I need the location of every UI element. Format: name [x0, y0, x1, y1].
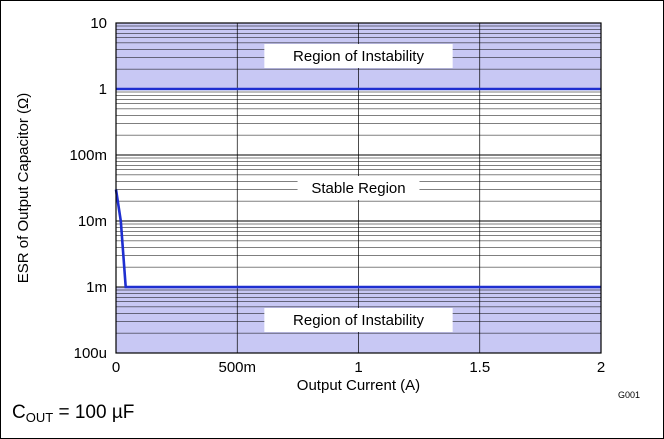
lower-esr-limit-line	[114, 189, 601, 289]
note-subscript: OUT	[25, 410, 54, 425]
x-axis-label: Output Current (A)	[297, 377, 420, 394]
y-tick-label: 10	[90, 15, 107, 32]
region-label-group: Stable Region	[297, 176, 420, 200]
region-label-box	[264, 308, 453, 332]
region-label-group: Region of Instability	[264, 308, 453, 332]
y-tick-label: 100m	[69, 147, 107, 164]
x-tick-label: 2	[597, 359, 605, 376]
y-tick-label: 100u	[74, 345, 107, 362]
region-label-box	[297, 176, 420, 200]
region-label-group: Region of Instability	[264, 44, 453, 68]
stable-region-label: Stable Region	[311, 180, 405, 197]
y-tick-label: 10m	[78, 213, 107, 230]
note-prefix: C	[12, 402, 26, 423]
x-tick-label: 500m	[218, 359, 256, 376]
region-label-box	[264, 44, 453, 68]
esr-stability-chart: 0 500m 1 1.5 2 10 1 100m 10m 1m 100u Region of Ins…	[15, 15, 640, 400]
x-tick-label: 1	[354, 359, 362, 376]
y-tick-label: 1m	[86, 279, 107, 296]
instability-region-label: Region of Instability	[293, 312, 424, 329]
y-tick-label: 1	[99, 81, 107, 98]
y-axis-label: ESR of Output Capacitor (Ω)	[15, 93, 32, 283]
instability-region-label: Region of Instability	[293, 48, 424, 65]
x-tick-label: 1.5	[469, 359, 490, 376]
plot-border	[115, 22, 602, 354]
graph-code: G001	[618, 390, 640, 400]
x-tick-label: 0	[112, 359, 120, 376]
note-suffix: = 100 µF	[53, 402, 135, 423]
capacitance-note: COUT = 100 µF	[12, 402, 134, 425]
